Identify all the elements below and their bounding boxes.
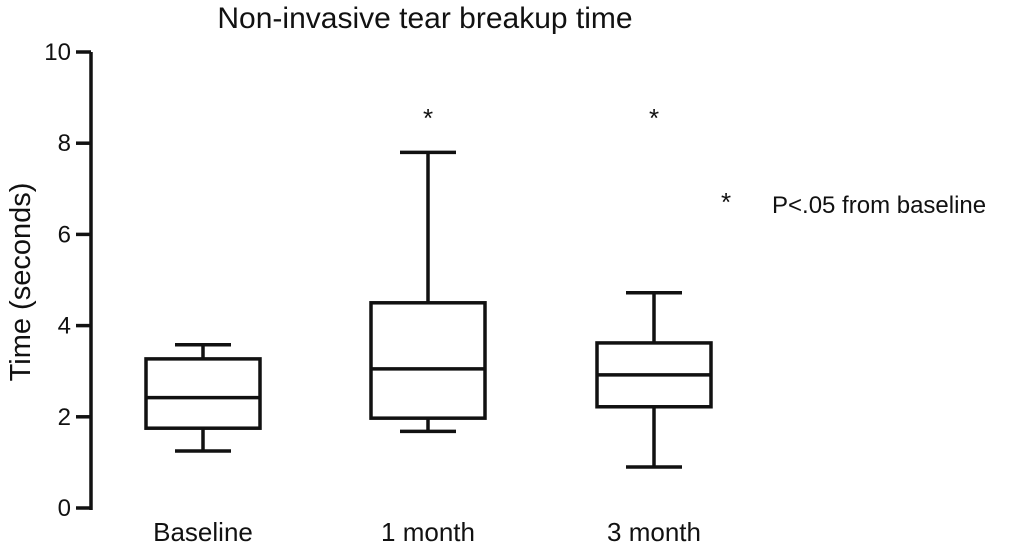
significance-marker: * [649,103,659,133]
significance-marker: * [423,103,433,133]
y-tick-label-10: 10 [44,39,71,66]
category-labels: Baseline 1 month 3 month [153,517,701,547]
significance-legend: * P<.05 from baseline [721,187,986,219]
y-axis-label: Time (seconds) [5,183,37,382]
box-baseline [144,343,262,453]
y-tick-label-0: 0 [58,495,71,522]
y-tick-label-4: 4 [58,313,71,340]
category-label-1-month: 1 month [381,517,475,547]
y-tick-label-6: 6 [58,221,71,248]
chart-title: Non-invasive tear breakup time [217,2,632,35]
category-label-baseline: Baseline [153,517,253,547]
category-label-3-month: 3 month [607,517,701,547]
boxes: * * [144,103,713,469]
y-tick-label-2: 2 [58,404,71,431]
legend-text: P<.05 from baseline [772,192,986,219]
box-iqr [369,301,487,420]
box-1-month: * [369,103,487,434]
box-3-month: * [595,103,713,469]
y-tick-label-8: 8 [58,130,71,157]
legend-marker: * [721,187,731,217]
y-ticks: 0 2 4 6 8 10 [44,39,91,522]
box-iqr [144,357,262,430]
